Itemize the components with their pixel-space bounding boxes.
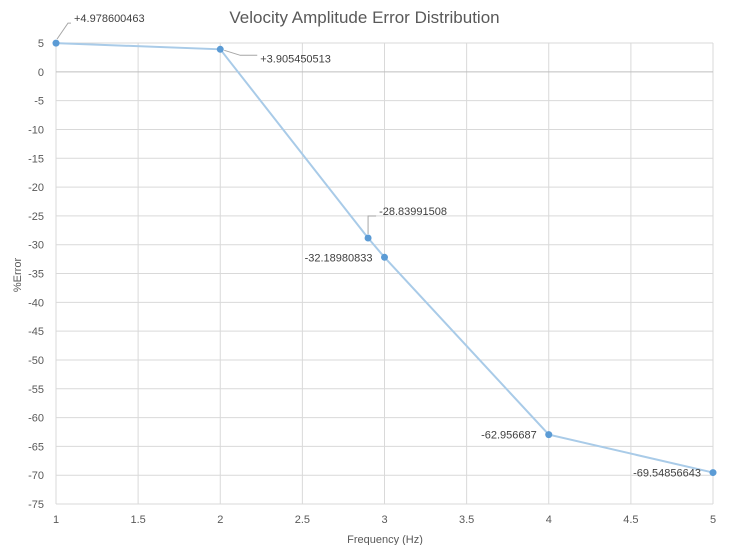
y-tick-label: -30 [28, 240, 44, 252]
y-tick-label: -20 [28, 182, 44, 194]
series-line [55, 42, 714, 474]
data-point [381, 253, 388, 261]
x-tick-label: 3 [381, 514, 387, 526]
x-tick-label: 5 [710, 514, 716, 526]
y-tick-label: -55 [28, 384, 44, 396]
x-tick-label: 1.5 [130, 514, 145, 526]
data-label: -32.18980833 [305, 252, 373, 264]
data-label: -62.956687 [481, 430, 537, 442]
y-tick-label: 0 [38, 67, 44, 79]
y-tick-label: -65 [28, 441, 44, 453]
y-tick-label: -40 [28, 297, 44, 309]
x-tick-label: 3.5 [459, 514, 474, 526]
label-leader-line [56, 22, 71, 40]
x-axis-label: Frequency (Hz) [347, 534, 423, 545]
y-tick-label: -70 [28, 470, 44, 482]
chart-title: Velocity Amplitude Error Distribution [229, 8, 500, 27]
data-point [364, 234, 372, 242]
data-point [216, 45, 224, 53]
x-tick-label: 2 [217, 514, 223, 526]
y-tick-label: -35 [28, 269, 44, 281]
y-tick-label: -45 [28, 326, 44, 338]
data-label: -28.83991508 [379, 206, 447, 218]
x-tick-label: 1 [53, 514, 59, 526]
x-tick-label: 4.5 [623, 514, 638, 526]
y-tick-label: -15 [28, 153, 44, 165]
data-label: -69.54856643 [633, 468, 701, 480]
y-tick-label: -25 [28, 211, 44, 223]
y-tick-label: -5 [34, 96, 44, 108]
data-label: +3.905450513 [260, 53, 331, 65]
label-leader-line [367, 215, 377, 235]
data-label: +4.978600463 [74, 13, 145, 25]
y-tick-label: -60 [28, 413, 44, 425]
x-tick-label: 2.5 [295, 514, 310, 526]
label-leader-line [224, 49, 258, 56]
data-point [545, 431, 553, 439]
data-point [52, 39, 60, 47]
data-point [709, 469, 717, 477]
y-tick-label: -75 [28, 499, 44, 511]
y-tick-label: 5 [38, 38, 44, 50]
y-tick-label: -50 [28, 355, 44, 367]
x-tick-label: 4 [546, 514, 552, 526]
y-tick-label: -10 [28, 124, 44, 136]
y-axis-label: %Error [12, 258, 24, 293]
